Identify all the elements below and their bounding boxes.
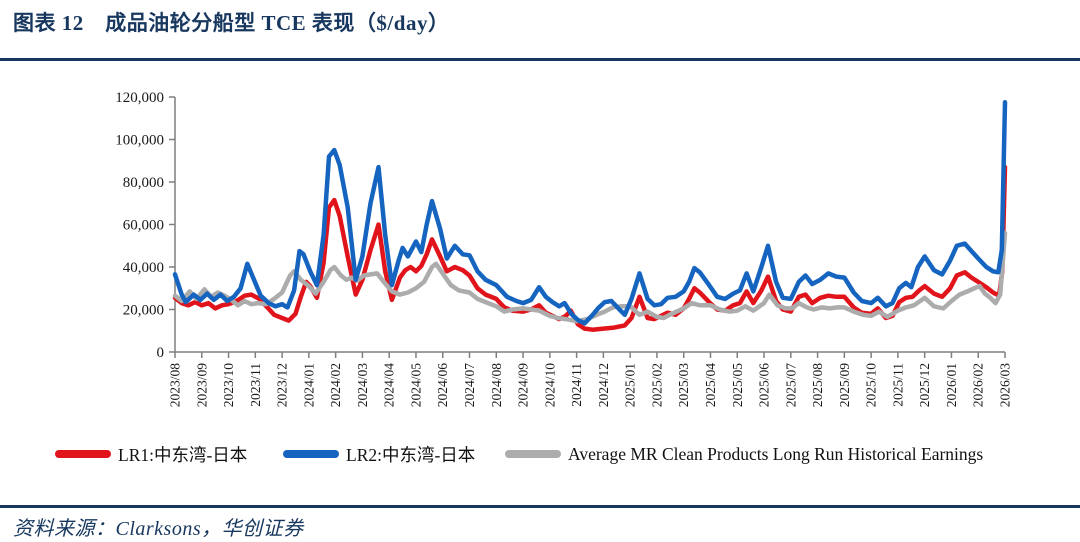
legend-label-lr2: LR2:中东湾-日本 xyxy=(346,444,476,465)
y-tick-label: 40,000 xyxy=(123,260,164,276)
legend-label-lr1: LR1:中东湾-日本 xyxy=(118,444,248,465)
x-tick-label: 2025/09 xyxy=(837,363,852,408)
x-tick-label: 2025/02 xyxy=(649,363,664,407)
source-note: 资料来源：Clarksons，华创证券 xyxy=(13,518,304,540)
x-tick-label: 2024/09 xyxy=(516,363,531,408)
lr1-line-marker-icon xyxy=(55,450,111,458)
x-tick-label: 2023/09 xyxy=(194,363,209,408)
x-tick-label: 2024/01 xyxy=(301,363,316,407)
x-tick-label: 2024/05 xyxy=(408,363,423,408)
legend-label-mr-average: Average MR Clean Products Long Run Histo… xyxy=(568,443,984,464)
x-tick-label: 2025/01 xyxy=(623,363,638,407)
x-tick-label: 2023/12 xyxy=(275,363,290,407)
x-tick-label: 2023/11 xyxy=(248,363,263,407)
y-tick-label: 60,000 xyxy=(123,218,164,234)
legend-item-mr-average: Average MR Clean Products Long Run Histo… xyxy=(505,441,983,467)
x-tick-label: 2024/04 xyxy=(382,363,397,408)
x-tick-label: 2024/02 xyxy=(328,363,343,407)
x-tick-label: 2025/08 xyxy=(810,363,825,408)
series-line-mr_avg xyxy=(172,230,1008,324)
x-tick-label: 2025/04 xyxy=(703,363,718,408)
y-tick-label: 0 xyxy=(157,345,165,361)
x-tick-label: 2024/10 xyxy=(542,363,557,408)
x-tick-label: 2023/10 xyxy=(221,363,236,408)
figure-title: 图表 12 成品油轮分船型 TCE 表现（$/day） xyxy=(13,11,450,35)
x-tick-label: 2024/08 xyxy=(489,363,504,408)
x-tick-label: 2024/11 xyxy=(569,363,584,407)
chart-legend: LR1:中东湾-日本 LR2:中东湾-日本 Average MR Clean P… xyxy=(0,441,1080,467)
legend-item-lr2: LR2:中东湾-日本 xyxy=(283,441,475,467)
tce-chart: 0 20,000 40,000 60,000 80,000 100,000 120,000 2… xyxy=(0,70,1080,438)
x-tick-label: 2024/07 xyxy=(462,363,477,408)
legend-item-lr1: LR1:中东湾-日本 xyxy=(55,441,247,467)
x-tick-label: 2025/12 xyxy=(917,363,932,407)
x-tick-label: 2025/06 xyxy=(757,363,772,408)
y-tick-label: 100,000 xyxy=(115,133,164,149)
tce-chart-svg: 0 20,000 40,000 60,000 80,000 100,000 120,000 2… xyxy=(115,90,1013,408)
y-tick-label: 20,000 xyxy=(123,303,164,319)
x-tick-label: 2023/08 xyxy=(168,363,183,408)
lr2-line-marker-icon xyxy=(283,450,339,458)
x-tick-label: 2025/05 xyxy=(730,363,745,408)
y-tick-label: 80,000 xyxy=(123,175,164,191)
mr-average-line-marker-icon xyxy=(505,450,561,458)
x-tick-label: 2026/03 xyxy=(998,363,1013,408)
series-line-lr1 xyxy=(172,164,1008,332)
x-tick-label: 2024/12 xyxy=(596,363,611,407)
x-tick-label: 2025/10 xyxy=(864,363,879,408)
x-tick-label: 2026/02 xyxy=(971,363,986,407)
x-tick-label: 2025/07 xyxy=(783,363,798,408)
title-divider xyxy=(0,58,1080,61)
x-tick-label: 2025/11 xyxy=(890,363,905,407)
y-tick-label: 120,000 xyxy=(115,90,164,106)
series-line-lr2 xyxy=(172,100,1008,326)
x-tick-label: 2026/01 xyxy=(944,363,959,407)
x-tick-label: 2024/03 xyxy=(355,363,370,408)
x-tick-label: 2024/06 xyxy=(435,363,450,408)
x-tick-label: 2025/03 xyxy=(676,363,691,408)
footer-divider xyxy=(0,505,1080,508)
